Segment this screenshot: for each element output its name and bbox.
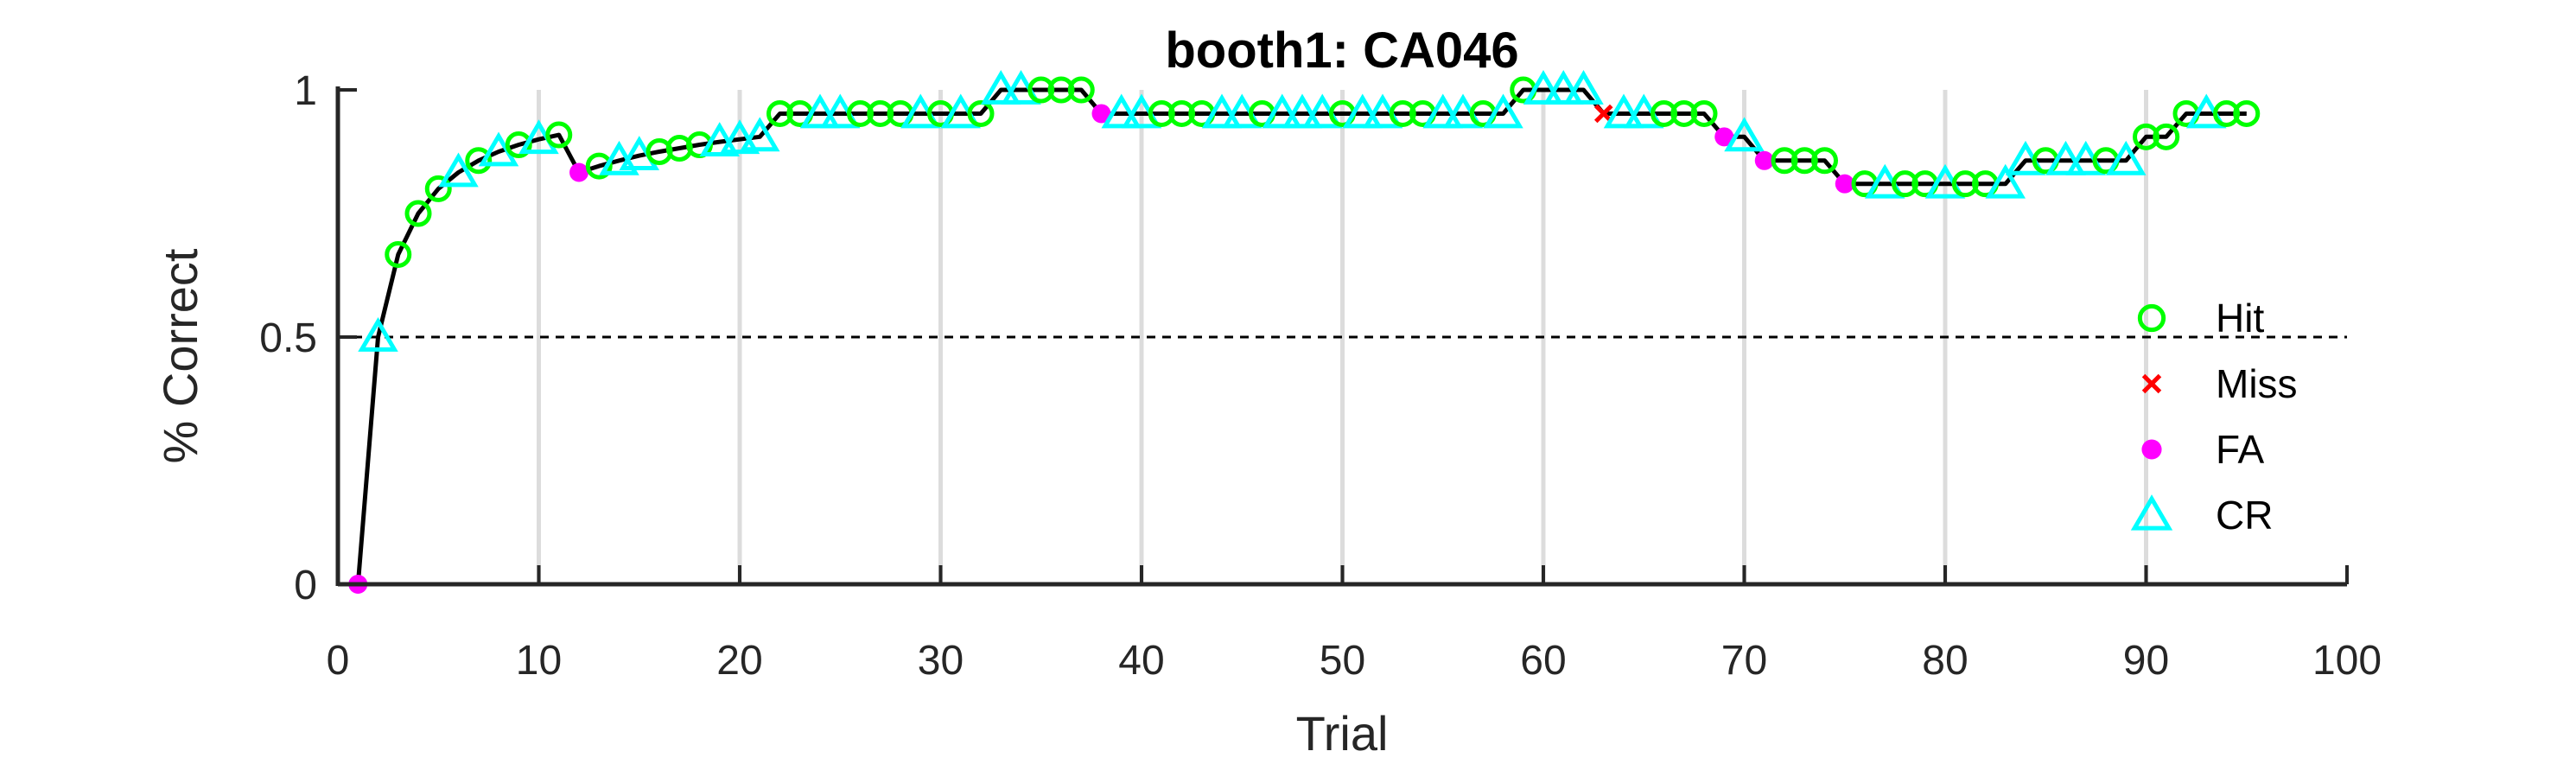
point-hit-trial-11 (545, 121, 573, 149)
legend-marker-fa (2141, 439, 2162, 460)
x-tick-label: 100 (2312, 638, 2382, 684)
point-cr-trial-21 (739, 117, 780, 152)
y-tick-label: 0 (294, 563, 317, 608)
point-hit-trial-41 (1148, 99, 1175, 127)
point-hit-trial-35 (1027, 76, 1055, 104)
x-tick-label: 30 (918, 638, 964, 684)
point-hit-trial-78 (1892, 170, 1918, 198)
x-tick-label: 50 (1320, 638, 1365, 684)
point-hit-trial-5 (424, 175, 452, 202)
performance-line (355, 87, 2247, 585)
point-hit-trial-37 (1067, 76, 1095, 104)
y-axis-label: % Correct (153, 248, 207, 463)
point-cr-trial-89 (2105, 140, 2147, 175)
legend-label-fa: FA (2216, 427, 2265, 472)
point-hit-trial-74 (1811, 147, 1838, 175)
x-tick-labels: 0 10 20 30 40 50 60 70 80 90 100 (327, 638, 2382, 684)
point-hit-trial-9 (505, 131, 532, 158)
y-tick-label: 1 (294, 68, 317, 114)
point-hit-trial-32 (967, 99, 995, 127)
x-tick-label: 10 (516, 638, 562, 684)
point-hit-trial-91 (2153, 123, 2180, 150)
legend-marker-miss (2141, 373, 2162, 394)
point-hit-trial-95 (2233, 99, 2261, 127)
legend-label-hit: Hit (2216, 296, 2264, 341)
legend-label-cr: CR (2216, 493, 2273, 538)
point-hit-trial-22 (766, 99, 793, 127)
point-hit-trial-53 (1389, 99, 1416, 127)
point-cr-trial-83 (1985, 163, 2026, 199)
legend-marker-cr (2130, 494, 2173, 531)
axes (335, 86, 2349, 587)
x-tick-label: 60 (1520, 638, 1566, 684)
x-tick-label: 80 (1922, 638, 1968, 684)
point-cr-trial-61 (1542, 70, 1584, 105)
point-hit-trial-72 (1771, 147, 1798, 175)
point-cr-trial-51 (1342, 93, 1383, 129)
point-hit-trial-7 (465, 147, 493, 175)
point-hit-trial-68 (1690, 99, 1718, 127)
point-cr-trial-6 (438, 152, 479, 188)
point-cr-trial-2 (358, 317, 398, 352)
data-markers (348, 70, 2261, 594)
point-cr-trial-55 (1422, 93, 1464, 129)
point-hit-trial-67 (1670, 99, 1698, 127)
point-hit-trial-13 (585, 152, 613, 180)
x-tick-label: 70 (1721, 638, 1767, 684)
point-cr-trial-58 (1483, 93, 1523, 129)
point-fa-trial-71 (1754, 150, 1774, 170)
legend-marker-hit (2137, 303, 2166, 333)
point-hit-trial-94 (2213, 99, 2240, 127)
point-cr-trial-70 (1724, 117, 1765, 152)
point-cr-trial-33 (980, 70, 1021, 105)
point-fa-trial-75 (1835, 174, 1854, 194)
point-hit-trial-42 (1168, 99, 1195, 127)
point-hit-trial-73 (1790, 147, 1818, 175)
x-tick-label: 20 (716, 638, 762, 684)
point-fa-trial-38 (1091, 104, 1111, 124)
point-cr-trial-62 (1563, 70, 1604, 105)
point-hit-trial-27 (867, 99, 894, 127)
point-hit-trial-81 (1951, 170, 1979, 198)
point-hit-trial-26 (847, 99, 874, 127)
point-hit-trial-36 (1047, 76, 1075, 104)
point-cr-trial-60 (1523, 70, 1564, 105)
point-miss-trial-63 (1593, 104, 1613, 124)
point-hit-trial-3 (385, 240, 412, 268)
point-cr-trial-44 (1201, 93, 1243, 129)
y-tick-label: 0.5 (259, 315, 317, 361)
y-tick-labels: 00.51 (259, 68, 317, 608)
point-cr-trial-48 (1282, 93, 1323, 129)
point-fa-trial-12 (569, 162, 588, 182)
point-fa-trial-69 (1714, 127, 1734, 147)
data-line-layer (355, 87, 2247, 585)
point-cr-trial-24 (799, 93, 841, 129)
x-axis-label: Trial (1296, 706, 1389, 761)
x-tick-label: 40 (1118, 638, 1164, 684)
legend: Hit Miss FA CR (2130, 296, 2298, 538)
chart-title: booth1: CA046 (1165, 22, 1518, 79)
point-cr-trial-39 (1101, 93, 1142, 129)
point-hit-trial-66 (1651, 99, 1677, 127)
x-tick-label: 90 (2123, 638, 2169, 684)
point-hit-trial-90 (2133, 123, 2159, 150)
point-cr-trial-47 (1262, 93, 1303, 129)
point-hit-trial-4 (404, 200, 432, 227)
x-tick-label: 0 (327, 638, 350, 684)
point-cr-trial-86 (2045, 140, 2086, 175)
point-cr-trial-64 (1603, 93, 1644, 129)
legend-label-miss: Miss (2216, 361, 2298, 406)
